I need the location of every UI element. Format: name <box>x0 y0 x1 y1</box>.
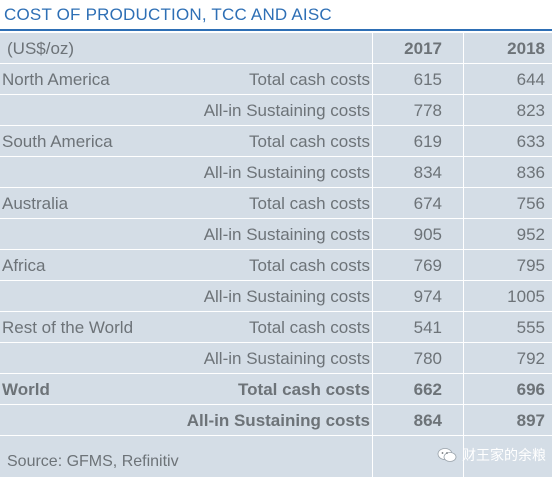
region-cell: North America <box>2 70 110 89</box>
value-2017-cell: 619 <box>413 132 442 151</box>
wechat-icon <box>437 448 457 462</box>
region-cell: Australia <box>2 194 69 213</box>
value-2017-cell: 662 <box>413 380 442 399</box>
table-row: North America Total cash costs 615 644 <box>0 64 552 95</box>
metric-cell: All-in Sustaining costs <box>203 349 370 368</box>
table-row: All-in Sustaining costs 834 836 <box>0 157 552 188</box>
value-2018-cell: 952 <box>516 225 545 244</box>
table-row: All-in Sustaining costs 864 897 <box>0 405 552 436</box>
region-cell: Rest of the World <box>2 318 134 337</box>
value-2018-cell: 644 <box>516 70 545 89</box>
region-cell: World <box>2 380 50 399</box>
table-row: Rest of the World Total cash costs 541 555 <box>0 312 552 343</box>
unit-label: (US$/oz) <box>7 39 75 58</box>
table-title: COST OF PRODUCTION, TCC AND AISC <box>0 0 552 31</box>
year-2017-header: 2017 <box>404 39 442 58</box>
cost-table: (US$/oz) 2017 2018 North America Total ca… <box>0 33 552 477</box>
value-2018-cell: 555 <box>516 318 545 337</box>
region-cell: Africa <box>2 256 46 275</box>
value-2017-cell: 905 <box>413 225 442 244</box>
value-2018-cell: 795 <box>516 256 545 275</box>
value-2017-cell: 778 <box>413 101 442 120</box>
value-2017-cell: 864 <box>413 411 442 430</box>
value-2018-cell: 792 <box>516 349 545 368</box>
metric-cell: All-in Sustaining costs <box>203 163 370 182</box>
source-note: Source: GFMS, Refinitiv <box>7 453 179 470</box>
table-row: South America Total cash costs 619 633 <box>0 126 552 157</box>
region-cell: South America <box>2 132 113 151</box>
table-row: All-in Sustaining costs 778 823 <box>0 95 552 126</box>
metric-cell: All-in Sustaining costs <box>203 287 370 306</box>
metric-cell: Total cash costs <box>249 132 370 151</box>
table-row: All-in Sustaining costs 780 792 <box>0 343 552 374</box>
table-row: All-in Sustaining costs 974 1005 <box>0 281 552 312</box>
value-2017-cell: 974 <box>413 287 442 306</box>
metric-cell: All-in Sustaining costs <box>203 101 370 120</box>
value-2017-cell: 769 <box>413 256 442 275</box>
value-2017-cell: 780 <box>413 349 442 368</box>
value-2017-cell: 834 <box>413 163 442 182</box>
metric-cell: Total cash costs <box>249 70 370 89</box>
metric-cell: Total cash costs <box>249 318 370 337</box>
table-row: Africa Total cash costs 769 795 <box>0 250 552 281</box>
value-2018-cell: 633 <box>516 132 545 151</box>
value-2018-cell: 1005 <box>507 287 545 306</box>
metric-cell: Total cash costs <box>238 380 370 399</box>
value-2018-cell: 696 <box>516 380 545 399</box>
value-2017-cell: 541 <box>413 318 442 337</box>
table-row: All-in Sustaining costs 905 952 <box>0 219 552 250</box>
value-2018-cell: 897 <box>516 411 545 430</box>
table-header-row: (US$/oz) 2017 2018 <box>0 33 552 64</box>
column-divider <box>463 33 464 477</box>
value-2017-cell: 615 <box>413 70 442 89</box>
column-divider <box>372 33 373 477</box>
table-row: World Total cash costs 662 696 <box>0 374 552 405</box>
value-2018-cell: 823 <box>516 101 545 120</box>
table-row: Australia Total cash costs 674 756 <box>0 188 552 219</box>
metric-cell: Total cash costs <box>249 194 370 213</box>
value-2018-cell: 756 <box>516 194 545 213</box>
watermark-text: 财王家的余粮 <box>462 447 546 463</box>
year-2018-header: 2018 <box>507 39 545 58</box>
metric-cell: All-in Sustaining costs <box>203 225 370 244</box>
metric-cell: All-in Sustaining costs <box>186 411 370 430</box>
metric-cell: Total cash costs <box>249 256 370 275</box>
value-2017-cell: 674 <box>413 194 442 213</box>
value-2018-cell: 836 <box>516 163 545 182</box>
watermark: 财王家的余粮 <box>437 441 546 469</box>
